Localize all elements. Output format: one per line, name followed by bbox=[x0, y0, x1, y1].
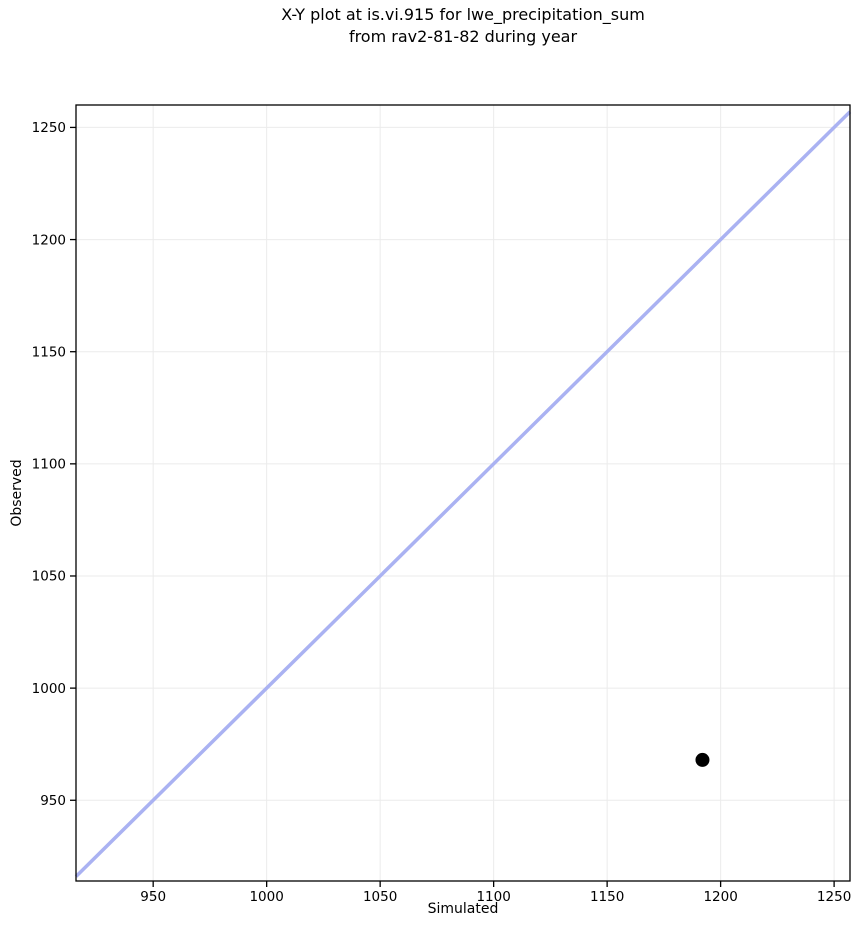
y-tick-label: 1000 bbox=[32, 681, 66, 697]
y-tick-label: 1250 bbox=[32, 120, 66, 136]
x-tick-label: 1250 bbox=[817, 889, 851, 905]
y-tick-label: 950 bbox=[40, 793, 66, 809]
x-tick-label: 1200 bbox=[703, 889, 737, 905]
data-point bbox=[695, 752, 710, 767]
x-tick-label: 1050 bbox=[363, 889, 397, 905]
x-tick-label: 950 bbox=[140, 889, 166, 905]
y-tick-label: 1150 bbox=[32, 344, 66, 360]
chart-title: X-Y plot at is.vi.915 for lwe_precipitat… bbox=[76, 4, 850, 48]
axes-spines bbox=[75, 104, 851, 882]
y-axis-label: Observed bbox=[9, 459, 25, 527]
identity-line bbox=[74, 110, 852, 878]
y-tick-label: 1100 bbox=[32, 457, 66, 473]
y-tick-label: 1050 bbox=[32, 569, 66, 585]
x-tick-label: 1000 bbox=[249, 889, 283, 905]
chart-title-line-2: from rav2-81-82 during year bbox=[348, 27, 578, 46]
chart-title-line-1: X-Y plot at is.vi.915 for lwe_precipitat… bbox=[281, 5, 645, 24]
x-tick-label: 1100 bbox=[476, 889, 510, 905]
x-tick-label: 1150 bbox=[590, 889, 624, 905]
x-axis-label: Simulated bbox=[427, 901, 499, 917]
y-tick-label: 1200 bbox=[32, 232, 66, 248]
